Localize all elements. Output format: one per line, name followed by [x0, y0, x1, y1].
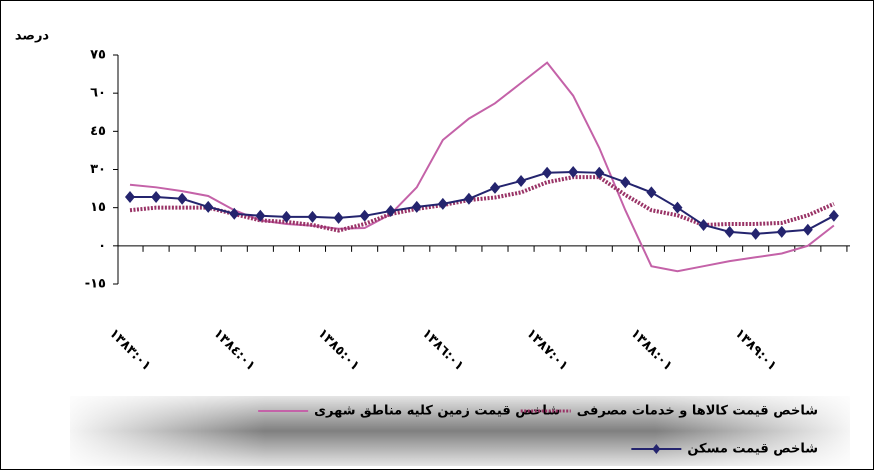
point-marker: [437, 197, 448, 210]
legend-label: شاخص قیمت زمین کلیه مناطق شهری: [314, 404, 560, 419]
y-tick-label: ٠: [98, 238, 106, 253]
point-marker: [516, 174, 527, 187]
y-tick-label: ٣٠: [90, 162, 106, 177]
point-marker: [255, 209, 266, 222]
legend-label: شاخص قیمت مسکن: [687, 442, 818, 457]
legend-label: شاخص قیمت کالاها و خدمات مصرفی: [577, 404, 818, 419]
point-marker: [229, 207, 240, 220]
point-marker: [802, 223, 813, 236]
legend-marker: [652, 444, 661, 454]
point-marker: [281, 210, 292, 223]
point-marker: [177, 192, 188, 205]
series-line: [130, 171, 835, 235]
point-marker: [672, 201, 683, 214]
point-marker: [568, 166, 579, 179]
point-marker: [307, 210, 318, 223]
point-marker: [750, 227, 761, 240]
series-line: [129, 175, 835, 233]
point-marker: [151, 190, 162, 203]
point-marker: [646, 186, 657, 199]
point-marker: [828, 209, 839, 222]
y-tick-label: ٦٠: [90, 86, 106, 101]
y-tick-label: ٧٥: [90, 48, 106, 63]
point-marker: [489, 181, 500, 194]
point-marker: [724, 225, 735, 238]
y-tick-label: -١٥: [85, 277, 106, 292]
point-marker: [203, 200, 214, 213]
point-marker: [463, 192, 474, 205]
point-marker: [542, 166, 553, 179]
point-marker: [594, 166, 605, 179]
y-tick-label: ٤٥: [90, 124, 106, 139]
legend-sheen: [70, 396, 850, 466]
y-axis-label: درصد: [15, 29, 50, 44]
point-marker: [125, 190, 135, 203]
point-marker: [620, 176, 631, 189]
y-tick-label: ١٥: [90, 200, 106, 215]
point-marker: [385, 204, 396, 217]
point-marker: [698, 218, 709, 231]
point-marker: [411, 200, 422, 213]
point-marker: [359, 209, 370, 222]
point-marker: [333, 211, 344, 224]
point-marker: [776, 225, 787, 238]
